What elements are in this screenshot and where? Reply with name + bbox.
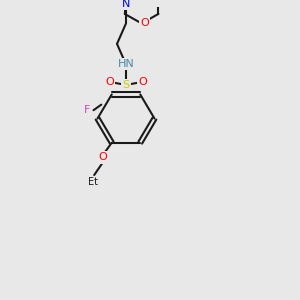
Text: HN: HN [118, 59, 134, 69]
Text: O: O [138, 77, 147, 87]
Text: S: S [122, 80, 130, 90]
Text: O: O [140, 18, 149, 28]
Text: F: F [84, 105, 91, 115]
Text: O: O [105, 77, 114, 87]
Text: O: O [99, 152, 108, 163]
Text: Et: Et [88, 177, 98, 187]
Text: N: N [122, 0, 130, 9]
